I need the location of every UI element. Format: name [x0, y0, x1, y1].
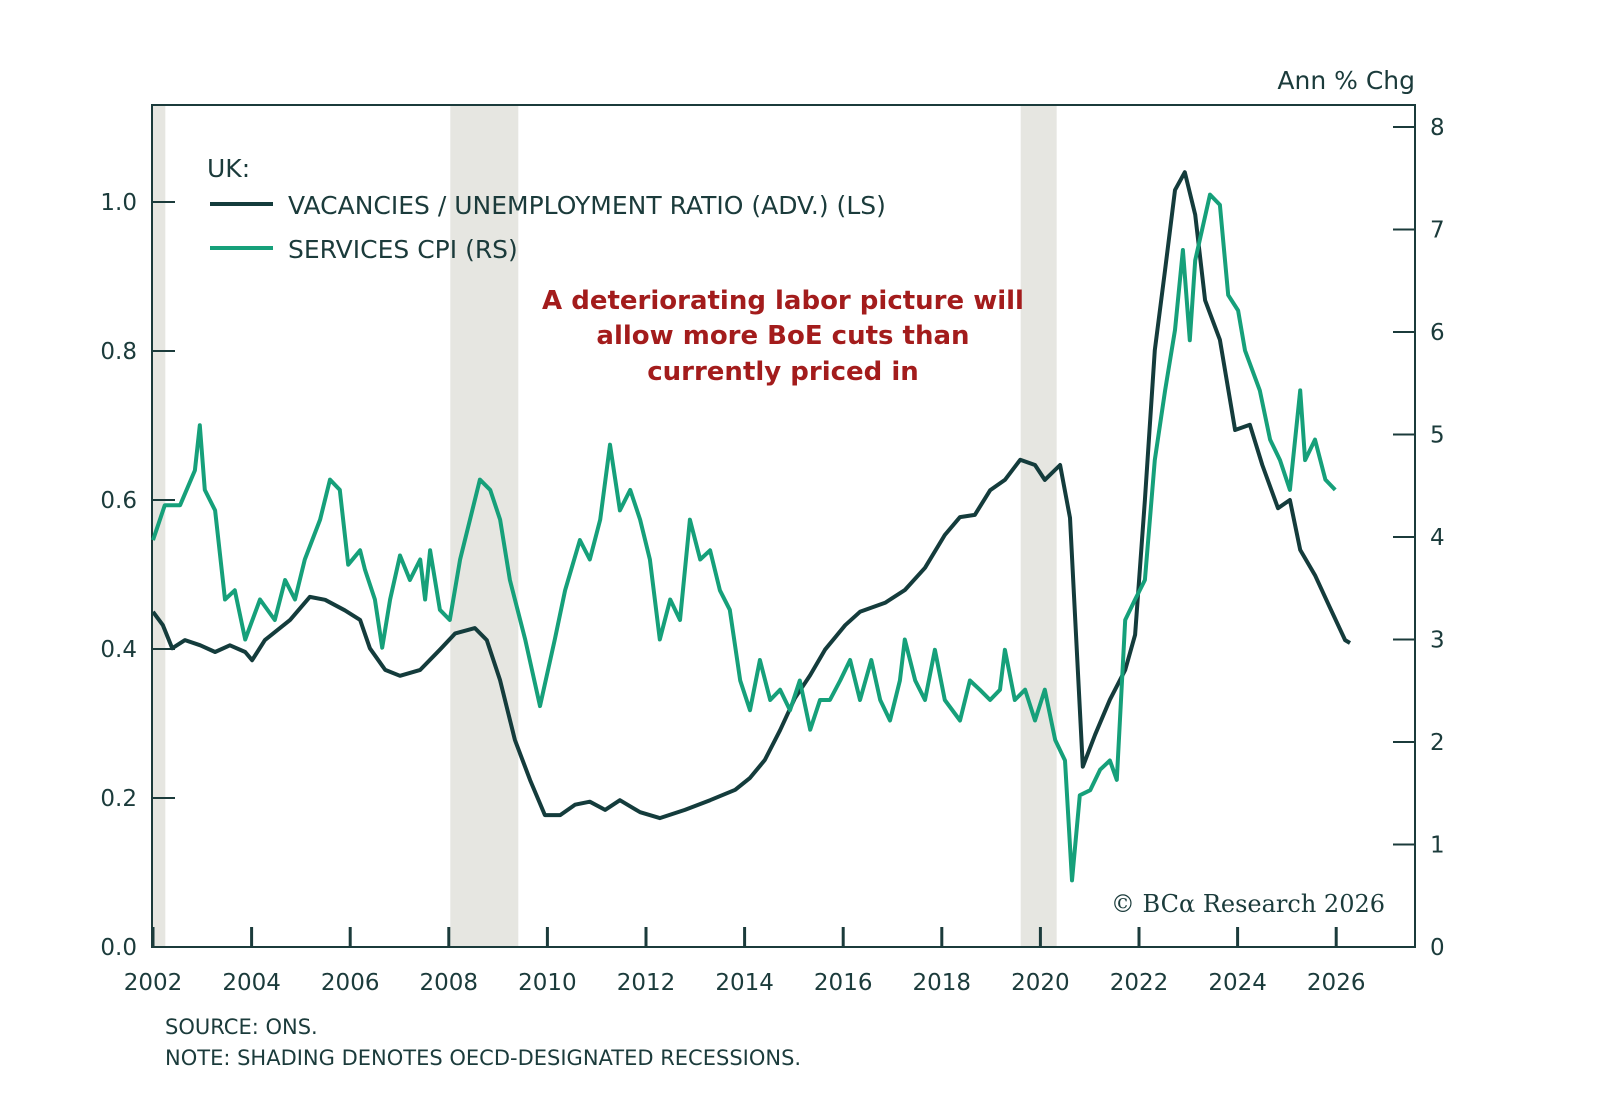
x-axis-tick-label: 2026 — [1307, 970, 1366, 996]
x-axis-tick-label: 2006 — [321, 970, 380, 996]
axis-ticks: 0.0 0.2 0.4 0.6 0.8 1.0 0 1 2 3 4 5 6 7 8 2002 2004 2006 2… — [100, 115, 1444, 996]
legend-label-services-cpi: SERVICES CPI (RS) — [288, 235, 518, 264]
x-axis-tick-label: 2024 — [1208, 970, 1267, 996]
legend: UK: VACANCIES / UNEMPLOYMENT RATIO (ADV.… — [207, 154, 886, 264]
right-axis-tick-label: 7 — [1430, 218, 1445, 244]
recession-shading — [153, 105, 1057, 947]
right-axis-tick-label: 5 — [1430, 423, 1445, 449]
services-cpi-line — [151, 192, 1337, 883]
right-axis-tick-label: 2 — [1430, 730, 1445, 756]
x-axis-tick-label: 2022 — [1110, 970, 1169, 996]
left-axis-tick-label: 0.6 — [100, 488, 137, 514]
right-axis-tick-label: 6 — [1430, 320, 1445, 346]
copyright: © BCα Research 2026 — [1111, 890, 1385, 918]
right-axis-tick-label: 8 — [1430, 115, 1445, 141]
right-axis-tick-label: 4 — [1430, 525, 1445, 551]
source-note: SOURCE: ONS. — [165, 1015, 318, 1039]
plot-frame — [151, 104, 1416, 948]
annotation-line-3: currently priced in — [647, 357, 919, 387]
x-axis-tick-label: 2014 — [715, 970, 774, 996]
x-axis-tick-label: 2002 — [124, 970, 183, 996]
right-axis-tick-label: 0 — [1430, 935, 1445, 961]
x-axis-tick-label: 2004 — [222, 970, 281, 996]
left-axis-tick-label: 1.0 — [100, 190, 137, 216]
left-axis-tick-label: 0.4 — [100, 637, 137, 663]
legend-title: UK: — [207, 154, 250, 183]
annotation-line-2: allow more BoE cuts than — [596, 321, 969, 351]
x-axis-tick-label: 2016 — [814, 970, 873, 996]
x-axis-tick-label: 2010 — [518, 970, 577, 996]
right-axis-tick-label: 1 — [1430, 833, 1445, 859]
vacancies-unemployment-line — [151, 170, 1352, 821]
annotation-line-1: A deteriorating labor picture will — [542, 286, 1024, 316]
right-axis-label: Ann % Chg — [1277, 66, 1415, 95]
x-axis-tick-label: 2020 — [1011, 970, 1070, 996]
recession-band — [450, 105, 519, 947]
x-axis-tick-label: 2012 — [617, 970, 676, 996]
shading-note: NOTE: SHADING DENOTES OECD-DESIGNATED RE… — [165, 1046, 801, 1070]
left-axis-tick-label: 0.0 — [100, 935, 137, 961]
right-axis-tick-label: 3 — [1430, 628, 1445, 654]
left-axis-tick-label: 0.8 — [100, 339, 137, 365]
recession-band — [1020, 105, 1057, 947]
annotation: A deteriorating labor picture will allow… — [542, 286, 1024, 387]
left-axis-tick-label: 0.2 — [100, 786, 137, 812]
x-axis-tick-label: 2018 — [913, 970, 972, 996]
legend-label-vacancies: VACANCIES / UNEMPLOYMENT RATIO (ADV.) (L… — [288, 191, 886, 220]
x-axis-tick-label: 2008 — [420, 970, 479, 996]
series-lines — [151, 170, 1352, 883]
